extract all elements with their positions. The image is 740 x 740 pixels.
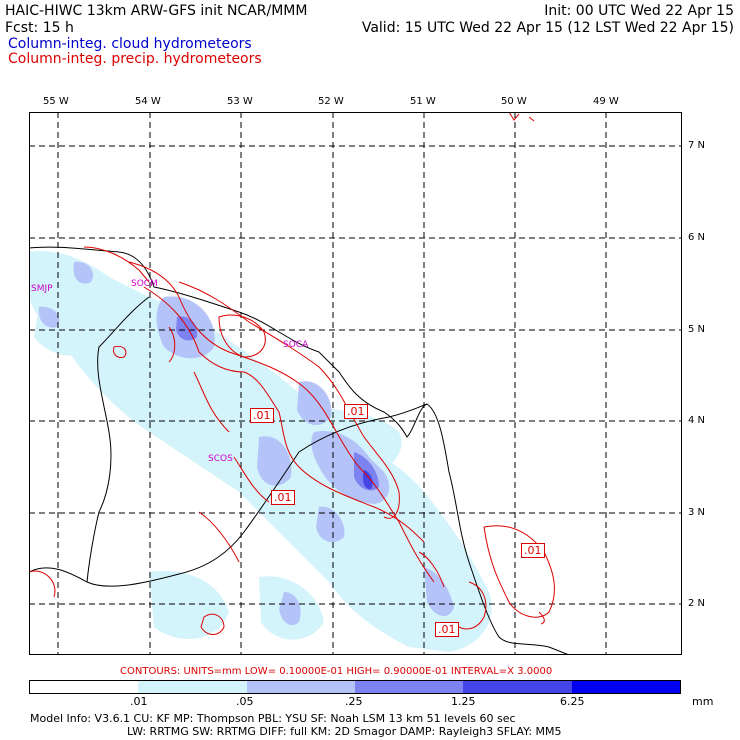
model-info-line1: Model Info: V3.6.1 CU: KF MP: Thompson P… bbox=[30, 712, 516, 725]
header-forecast-hour: Fcst: 15 h bbox=[5, 20, 74, 36]
map-border bbox=[29, 112, 682, 655]
contour-label: .01 bbox=[521, 543, 545, 558]
contour-label: .01 bbox=[435, 622, 459, 637]
longitude-label: 53 W bbox=[227, 96, 253, 107]
latitude-label: 5 N bbox=[688, 324, 706, 335]
latitude-label: 2 N bbox=[688, 598, 706, 609]
contour-label: .01 bbox=[271, 490, 295, 505]
latitude-label: 3 N bbox=[688, 507, 706, 518]
station-label: SOCA bbox=[283, 340, 309, 350]
latitude-label: 7 N bbox=[688, 140, 706, 151]
legend-cloud-hydrometeors: Column-integ. cloud hydrometeors bbox=[8, 36, 252, 52]
station-label: SMJP bbox=[31, 284, 53, 294]
precip-contours bbox=[29, 112, 555, 635]
scale-unit: mm bbox=[692, 695, 714, 708]
longitude-label: 54 W bbox=[135, 96, 161, 107]
header-init-time: Init: 00 UTC Wed 22 Apr 15 bbox=[544, 3, 734, 19]
scale-tick: .25 bbox=[345, 695, 363, 708]
contours-info: CONTOURS: UNITS=mm LOW= 0.10000E-01 HIGH… bbox=[120, 666, 553, 677]
longitude-label: 50 W bbox=[501, 96, 527, 107]
scale-tick: .01 bbox=[130, 695, 148, 708]
scale-tick: 6.25 bbox=[560, 695, 585, 708]
longitude-label: 52 W bbox=[318, 96, 344, 107]
longitude-label: 51 W bbox=[410, 96, 436, 107]
scale-tick: 1.25 bbox=[451, 695, 476, 708]
latitude-label: 6 N bbox=[688, 232, 706, 243]
longitude-label: 49 W bbox=[593, 96, 619, 107]
scale-segment bbox=[463, 681, 572, 693]
map-plot bbox=[29, 112, 682, 655]
legend-precip-hydrometeors: Column-integ. precip. hydrometeors bbox=[8, 51, 262, 67]
latitude-label: 4 N bbox=[688, 415, 706, 426]
station-label: SCOS bbox=[208, 454, 233, 464]
header-valid-time: Valid: 15 UTC Wed 22 Apr 15 (12 LST Wed … bbox=[361, 20, 734, 36]
coastline bbox=[29, 246, 570, 655]
scale-segment bbox=[246, 681, 355, 693]
longitude-label: 55 W bbox=[43, 96, 69, 107]
cloud-hydrometeor-shading bbox=[29, 251, 492, 653]
scale-segment bbox=[571, 681, 680, 693]
header-title: HAIC-HIWC 13km ARW-GFS init NCAR/MMM bbox=[5, 3, 308, 19]
scale-segment bbox=[354, 681, 464, 693]
lat-lon-grid bbox=[29, 112, 682, 655]
contour-label: .01 bbox=[344, 404, 368, 419]
contour-label: .01 bbox=[250, 408, 274, 423]
station-label: SOCM bbox=[131, 279, 158, 289]
model-info-line2: LW: RRTMG SW: RRTMG DIFF: full KM: 2D Sm… bbox=[127, 725, 562, 738]
scale-segment bbox=[30, 681, 139, 693]
color-scale-bar bbox=[29, 680, 681, 694]
scale-tick: .05 bbox=[236, 695, 254, 708]
scale-segment bbox=[138, 681, 247, 693]
